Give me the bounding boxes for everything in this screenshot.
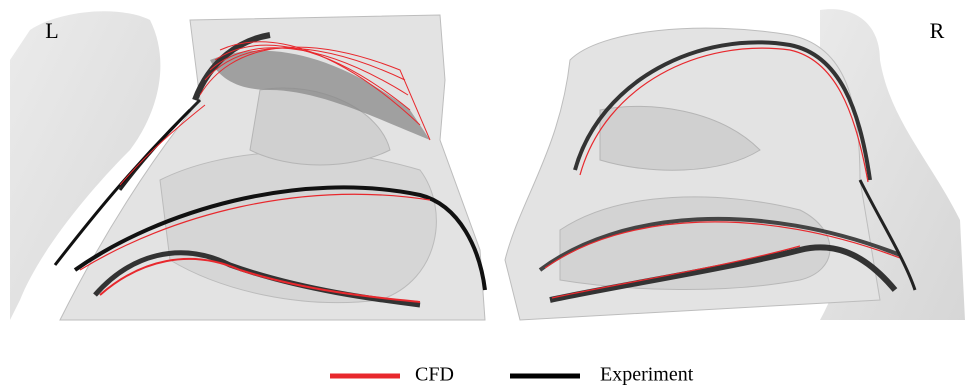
legend: CFD Experiment: [330, 364, 694, 386]
panel-label: L: [45, 18, 58, 43]
left-render: [10, 5, 485, 325]
panel-label: R: [930, 18, 945, 43]
figure: L R CFD Experiment: [0, 0, 973, 388]
legend-label: Experiment: [600, 364, 694, 386]
right-render: [505, 5, 965, 325]
legend-label: CFD: [415, 364, 454, 386]
